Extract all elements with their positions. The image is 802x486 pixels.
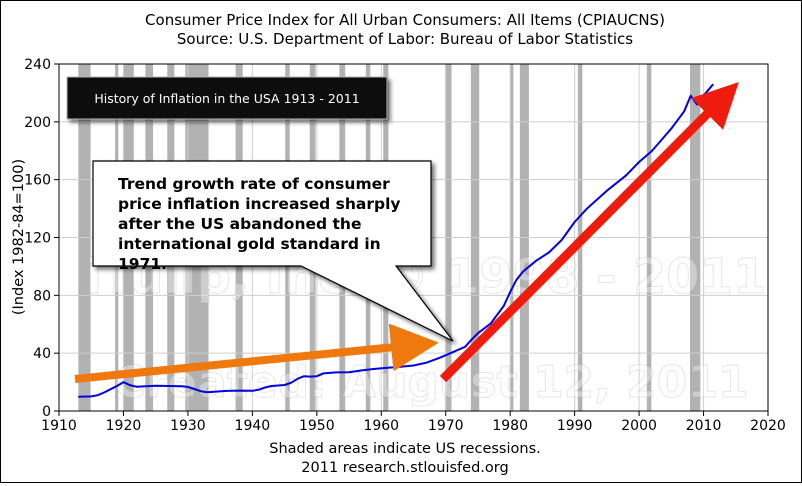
orange-trend-arrow (74, 323, 439, 383)
x-tick-label: 2000 (621, 418, 657, 434)
y-tick-label: 240 (24, 57, 51, 73)
y-tick-label: 160 (24, 173, 51, 189)
x-tick-label: 2020 (750, 418, 786, 434)
y-tick-label: 200 (24, 115, 51, 131)
red-trend-arrow (439, 82, 739, 383)
x-tick-label: 1960 (363, 418, 399, 434)
y-axis-label: (Index 1982-84=100) (11, 159, 27, 315)
annotation-callout (92, 160, 454, 342)
cpi-series-line (78, 83, 714, 398)
x-tick-label: 1950 (299, 418, 335, 434)
x-tick-label: 2010 (686, 418, 722, 434)
series-layer (78, 83, 714, 398)
annotation-text: Trend growth rate of consumer price infla… (118, 175, 401, 273)
y-tick-label: 80 (33, 288, 51, 304)
chart-title: Consumer Price Index for All Urban Consu… (145, 11, 665, 29)
x-tick-label: 1910 (41, 418, 77, 434)
footer-note: Shaded areas indicate US recessions. (269, 441, 541, 457)
x-tick-label: 1920 (106, 418, 142, 434)
y-tick-label: 120 (24, 231, 51, 247)
x-tick-label: 1930 (170, 418, 206, 434)
y-tick-label: 0 (42, 404, 51, 420)
x-tick-label: 1970 (428, 418, 464, 434)
axis-ticks: 1910 1920 1930 1940 1950 1960 1970 1980 1990 2000… (24, 57, 786, 434)
inset-label-box (66, 76, 388, 120)
x-tick-label: 1980 (492, 418, 528, 434)
inset-label-text: History of Inflation in the USA 1913 - 2… (94, 91, 359, 106)
x-tick-label: 1940 (235, 418, 271, 434)
y-tick-label: 40 (33, 346, 51, 362)
footer-source: 2011 research.stlouisfed.org (301, 460, 508, 476)
x-tick-label: 1990 (557, 418, 593, 434)
chart-subtitle: Source: U.S. Department of Labor: Bureau… (177, 30, 633, 48)
